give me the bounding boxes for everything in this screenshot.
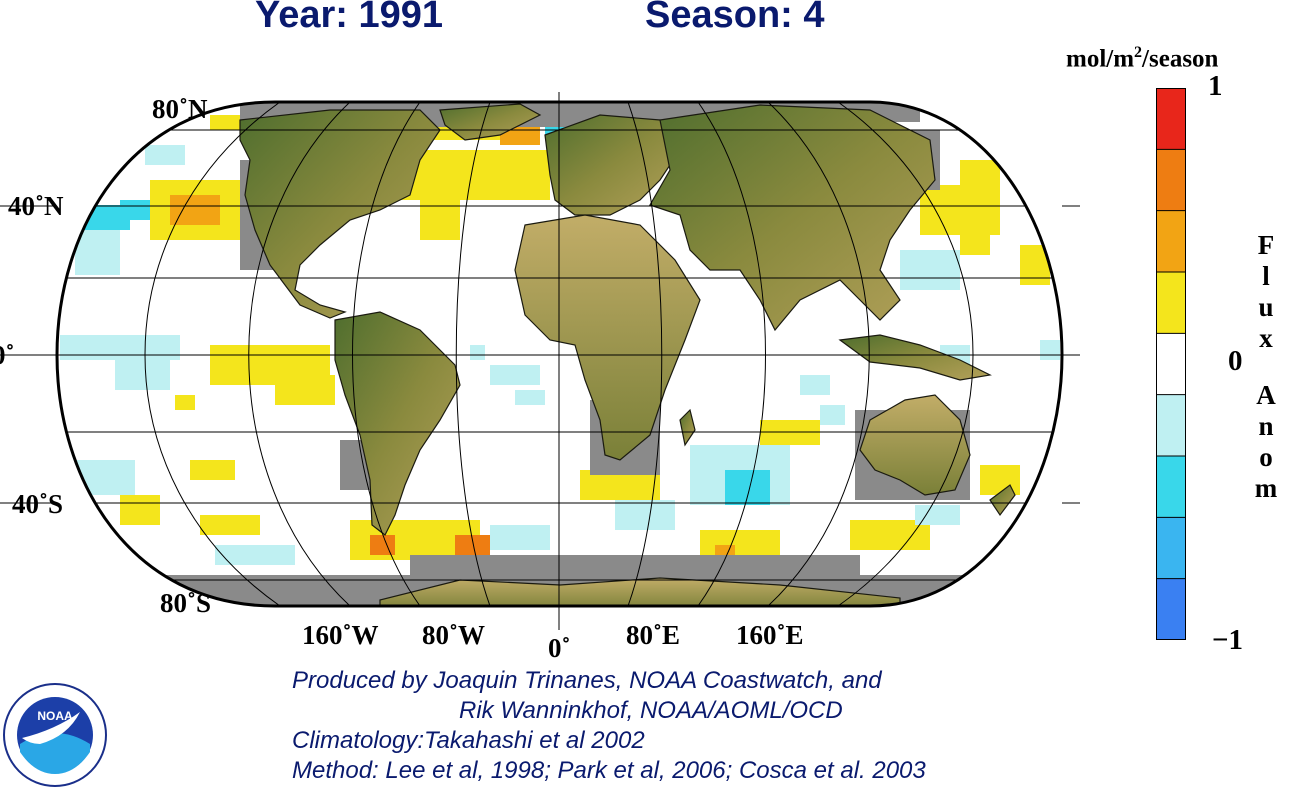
lat-label-80n: 80˚N [152, 94, 208, 124]
title-season: Season: 4 [645, 0, 825, 36]
colorbar-band [1156, 210, 1186, 272]
lat-label-40n: 40˚N [8, 191, 64, 221]
credits-line-4: Method: Lee et al, 1998; Park et al, 200… [292, 757, 926, 784]
continents [239, 103, 1016, 606]
colorbar-band [1156, 517, 1186, 579]
madagascar [679, 408, 696, 447]
colorbar [1156, 88, 1186, 640]
colorbar-title-letter: l [1262, 261, 1270, 291]
colorbar-title-letter: m [1254, 473, 1278, 503]
lat-label-80s: 80˚S [160, 588, 212, 618]
colorbar-band [1156, 394, 1186, 456]
colorbar-band [1156, 88, 1186, 150]
south-america [334, 311, 461, 536]
colorbar-band [1156, 272, 1186, 334]
africa [514, 214, 701, 461]
noaa-logo-text: NOAA [37, 709, 73, 723]
colorbar-band [1156, 578, 1186, 640]
colorbar-tick-max: 1 [1208, 70, 1223, 102]
noaa-logo: NOAA [3, 683, 107, 787]
lon-label-80w: 80˚W [422, 620, 485, 650]
colorbar-title-letter: F [1257, 230, 1275, 260]
colorbar-title-letter: o [1259, 442, 1273, 472]
credits-line-2: Rik Wanninkhof, NOAA/AOML/OCD [459, 697, 843, 724]
colorbar-tick-zero: 0 [1228, 345, 1243, 377]
greenland [439, 103, 542, 141]
colorbar-title-letter: A [1256, 380, 1276, 410]
lat-label-40s: 40˚S [12, 489, 64, 519]
new-zealand [989, 484, 1016, 517]
lon-label-0: 0˚ [548, 633, 571, 663]
lon-label-160w: 160˚W [302, 620, 379, 650]
colorbar-frame [1156, 88, 1186, 640]
lat-label-0: 0˚ [0, 340, 15, 370]
credits-line-1: Produced by Joaquin Trinanes, NOAA Coast… [292, 667, 882, 694]
north-america [239, 109, 441, 319]
colorbar-tick-min: −1 [1212, 624, 1244, 656]
colorbar-band [1156, 149, 1186, 211]
antarctica [379, 577, 901, 606]
title-year: Year: 1991 [255, 0, 444, 36]
colorbar-units: mol/m2/season [1066, 44, 1219, 73]
credits-line-3: Climatology:Takahashi et al 2002 [292, 727, 645, 754]
colorbar-title-letter: u [1258, 292, 1274, 322]
europe [544, 114, 681, 216]
lon-label-80e: 80˚E [626, 620, 680, 650]
map-border [55, 100, 1064, 608]
colorbar-band [1156, 456, 1186, 518]
lon-label-160e: 160˚E [736, 620, 804, 650]
colorbar-title-letter: x [1259, 323, 1273, 353]
colorbar-band [1156, 333, 1186, 395]
asia [649, 104, 936, 332]
indonesia [838, 334, 992, 381]
australia [859, 394, 971, 496]
credits: Produced by Joaquin Trinanes, NOAA Coast… [292, 666, 926, 786]
colorbar-title-letter: n [1258, 411, 1274, 441]
graticule [57, 102, 1062, 606]
